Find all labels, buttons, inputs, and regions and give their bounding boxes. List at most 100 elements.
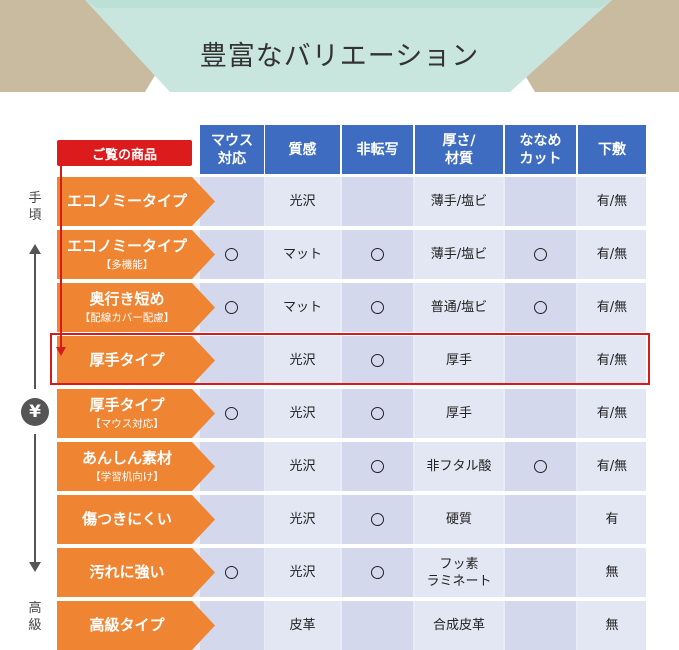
supported-circle-icon [370,460,384,473]
page-title: 豊富なバリエーション [199,41,480,72]
title-banner-background [0,0,679,92]
column-header: 厚さ/ 材質 [415,125,503,174]
table-cell [265,336,340,385]
table-cell [578,601,646,650]
row-label: 高級タイプ [57,601,197,650]
table-cell [578,495,646,544]
table-cell [578,336,646,385]
side-label-affordable: 手頃 [28,191,42,223]
side-label-premium: 高級 [28,601,42,633]
cell-value: 薄手/塩ビ [430,247,488,262]
supported-circle-icon [370,513,384,526]
row-label: あんしん素材 【学習机向け】 [57,442,197,491]
cell-value: 普通/塩ビ [430,300,488,315]
row-label: エコノミータイプ 【多機能】 [57,230,197,279]
supported-circle-icon [370,354,384,367]
table-cell [415,548,503,597]
cell-value: 光沢 [289,565,316,580]
row-label-arrow [57,389,215,438]
cell-value: 光沢 [289,194,316,209]
table-cell [415,177,503,226]
row-label: 傷つきにくい [57,495,197,544]
cell-value: マット [282,247,322,262]
supported-circle-icon [370,301,384,314]
row-label-arrow [57,548,215,597]
row-label-name: 汚れに強い [89,563,165,581]
cell-value: 硬質 [445,512,472,527]
supported-circle-icon [370,566,384,579]
row-label-arrow [57,601,215,650]
row-label-arrow [57,177,215,226]
current-product-highlight [50,333,650,385]
cell-value: 合成皮革 [432,618,485,633]
cell-value: 有/無 [596,247,628,262]
table-cell [578,230,646,279]
row-label: 汚れに強い [57,548,197,597]
cell-value: 光沢 [289,459,316,474]
row-label-arrow [57,230,215,279]
table-cell [342,601,413,650]
column-header: 非転写 [342,125,413,174]
row-label: 厚手タイプ【マウス対応】 [57,389,197,438]
row-label-name: 奥行き短め [89,290,165,308]
cell-value: 有/無 [596,300,628,315]
cell-value: 非フタル酸 [426,459,492,474]
table-cell [265,495,340,544]
row-label-arrow [57,495,215,544]
supported-circle-icon [225,248,238,261]
cell-value: フッ素 ラミネート [426,556,492,589]
cell-value: 有 [605,512,619,527]
row-label-arrow [57,442,215,491]
supported-circle-icon [533,301,547,314]
row-label-arrow [57,336,215,385]
row-label-name: あんしん素材 [81,449,172,467]
column-header: 下敷 [578,125,646,174]
cell-value: マット [282,300,322,315]
cell-value: 厚手 [445,353,472,368]
row-label-name: エコノミータイプ [66,237,187,255]
row-label: エコノミータイプ [57,177,197,226]
table-cell [415,336,503,385]
table-cell [578,442,646,491]
table-cell [265,230,340,279]
cell-value: 有/無 [596,406,628,421]
cell-value: 皮革 [289,618,316,633]
table-cell [342,177,413,226]
price-scale-arrow [29,244,41,572]
column-header: ななめ カット [505,125,576,174]
table-cell [578,283,646,332]
supported-circle-icon [533,248,547,261]
table-cell [578,177,646,226]
table-cell [505,601,576,650]
table-cell [415,442,503,491]
table-cell [415,283,503,332]
cell-value: 有/無 [596,353,628,368]
supported-circle-icon [370,407,384,420]
table-cell [415,601,503,650]
table-cell [415,495,503,544]
supported-circle-icon [370,248,384,261]
table-cell [505,177,576,226]
table-cell [265,548,340,597]
table-cell [415,230,503,279]
cell-value: 光沢 [289,512,316,527]
row-label: 厚手タイプ [57,336,197,385]
column-header: 質感 [265,125,340,174]
table-cell [505,495,576,544]
cell-value: 薄手/塩ビ [430,194,488,209]
yen-icon: ¥ [21,398,49,426]
table-cell [505,389,576,438]
row-label-subtitle: 【マウス対応】 [90,418,164,430]
cell-value: 有/無 [596,459,628,474]
table-cell [265,389,340,438]
row-label-name: エコノミータイプ [66,192,187,210]
cell-value: 有/無 [596,194,628,209]
table-cell [578,548,646,597]
row-label-name: 厚手タイプ [89,396,165,414]
row-label: 奥行き短め【配線カバー配慮】 [57,283,197,332]
row-label-subtitle: 【配線カバー配慮】 [79,312,175,324]
table-cell [415,389,503,438]
table-cell [265,177,340,226]
row-label-name: 高級タイプ [89,616,165,634]
